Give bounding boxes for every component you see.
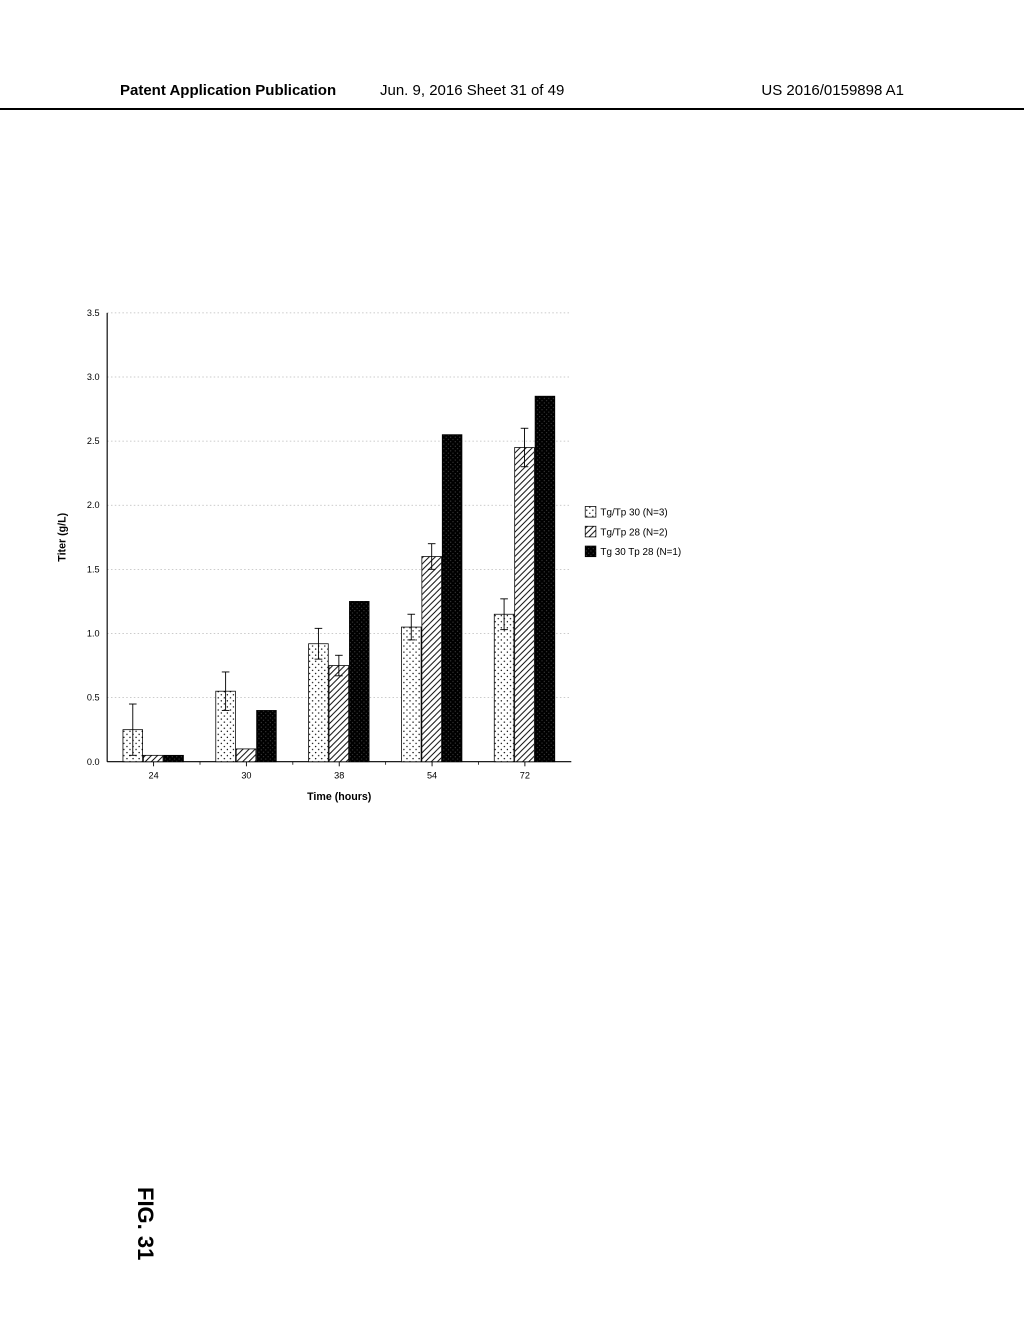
svg-text:Tg 30 Tp 28 (N=1): Tg 30 Tp 28 (N=1) [600, 547, 681, 558]
svg-text:Tg/Tp 28 (N=2): Tg/Tp 28 (N=2) [600, 527, 667, 538]
svg-text:54: 54 [427, 770, 437, 780]
svg-text:1.5: 1.5 [87, 564, 100, 574]
svg-text:24: 24 [149, 770, 159, 780]
svg-text:38: 38 [334, 770, 344, 780]
header-docnum: US 2016/0159898 A1 [761, 82, 904, 99]
header-date-sheet: Jun. 9, 2016 Sheet 31 of 49 [380, 82, 564, 99]
svg-text:3.0: 3.0 [87, 372, 100, 382]
svg-text:3.5: 3.5 [87, 308, 100, 318]
header-publication: Patent Application Publication [120, 82, 336, 99]
svg-text:2.5: 2.5 [87, 436, 100, 446]
svg-text:Time (hours): Time (hours) [307, 791, 372, 803]
bar-chart: 0.0 0.5 1.0 1.5 2.0 2.5 3.0 3.5 24 30 38 54 72 Time (… [20, 290, 940, 990]
svg-text:Titer (g/L): Titer (g/L) [56, 512, 68, 561]
svg-text:1.0: 1.0 [87, 629, 100, 639]
svg-text:2.0: 2.0 [87, 500, 100, 510]
svg-text:72: 72 [520, 770, 530, 780]
figure-label: FIG. 31 [132, 1187, 158, 1260]
page-header: Patent Application Publication Jun. 9, 2… [0, 78, 1024, 110]
svg-text:Tg/Tp 30 (N=3): Tg/Tp 30 (N=3) [600, 508, 667, 519]
svg-text:30: 30 [241, 770, 251, 780]
svg-text:0.0: 0.0 [87, 757, 100, 767]
svg-text:0.5: 0.5 [87, 693, 100, 703]
